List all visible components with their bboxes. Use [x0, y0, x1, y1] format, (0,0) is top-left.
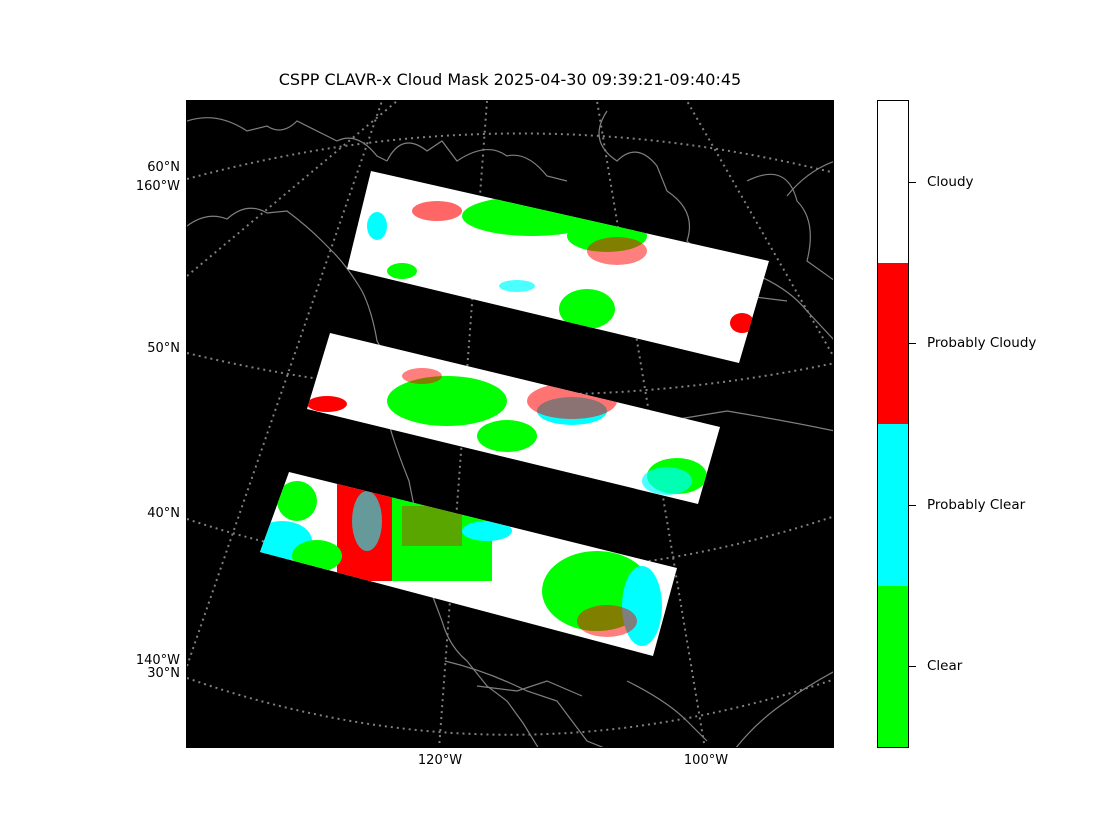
colorbar [877, 100, 909, 748]
parallel-60n [187, 132, 833, 180]
colorbar-tick [909, 666, 916, 667]
lon-label-140w: 140°W [135, 653, 180, 668]
meridian-100w [596, 101, 706, 747]
swath-1 [347, 171, 769, 363]
meridian-140w [187, 101, 383, 667]
parallel-30n [187, 677, 833, 736]
lon-label-100w: 100°W [683, 753, 729, 768]
colorbar-label-probably-cloudy: Probably Cloudy [927, 335, 1037, 351]
colorbar-tick [909, 182, 916, 183]
colorbar-tick [909, 343, 916, 344]
map-frame [186, 100, 834, 748]
lon-label-120w: 120°W [417, 753, 463, 768]
lat-label-60n: 60°N [147, 160, 180, 175]
map-canvas [187, 101, 833, 747]
lon-label-160w: 160°W [135, 179, 180, 194]
page-title: CSPP CLAVR-x Cloud Mask 2025-04-30 09:39… [278, 70, 742, 89]
lat-label-30n: 30°N [147, 666, 180, 681]
lat-label-40n: 40°N [147, 506, 180, 521]
lat-label-50n: 50°N [147, 341, 180, 356]
colorbar-label-probably-clear: Probably Clear [927, 497, 1026, 513]
colorbar-tick [909, 505, 916, 506]
colorbar-label-cloudy: Cloudy [927, 174, 974, 190]
colorbar-label-clear: Clear [927, 658, 963, 674]
swath-3 [260, 472, 677, 656]
colorbar-segment-cloudy [878, 101, 908, 263]
colorbar-segment-probably-clear [878, 424, 908, 586]
swath-2 [307, 333, 720, 504]
colorbar-segment-clear [878, 585, 908, 747]
colorbar-segment-probably-cloudy [878, 262, 908, 424]
meridian-80w [686, 101, 833, 358]
